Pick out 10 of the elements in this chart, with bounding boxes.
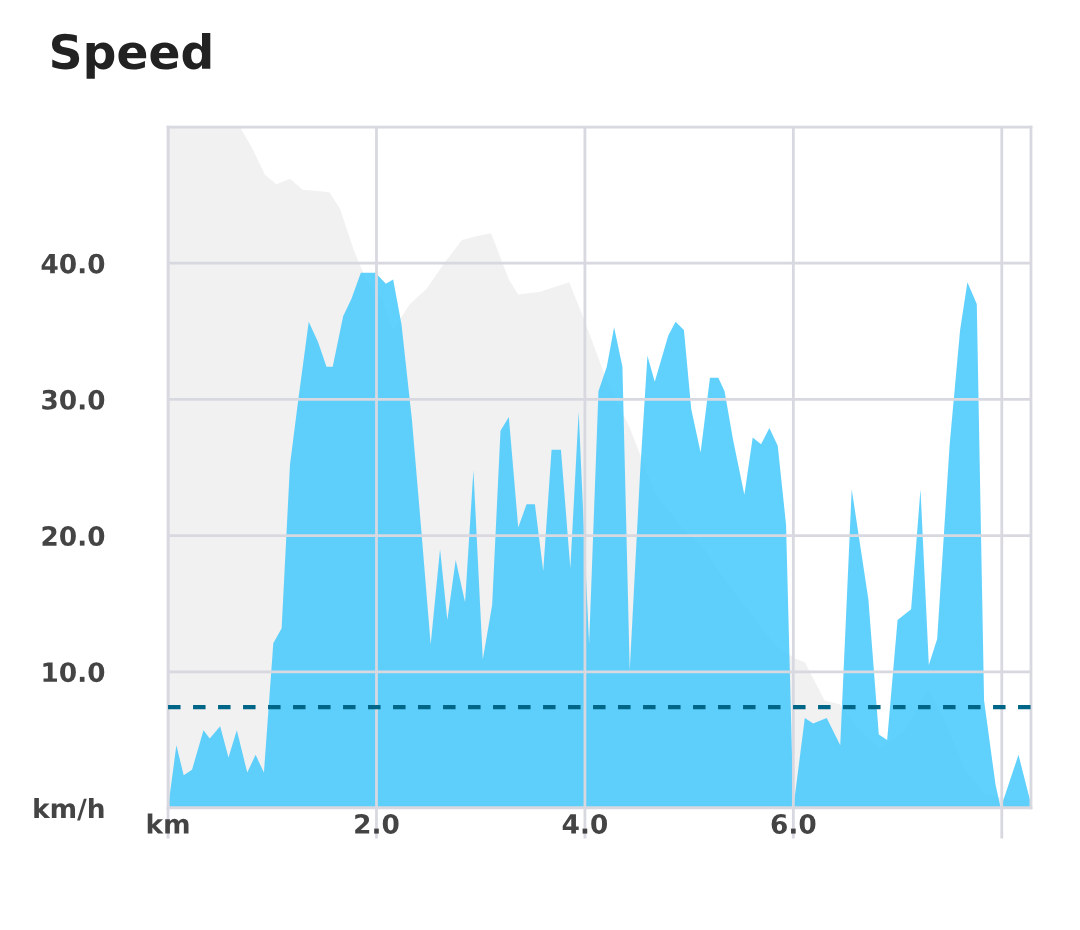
y-tick-label: 20.0 — [42, 526, 105, 547]
x-tick-label: km — [147, 813, 189, 834]
y-tick-label: 30.0 — [42, 389, 105, 410]
x-tick-label: 6.0 — [771, 814, 816, 834]
y-tick-label: 10.0 — [43, 662, 105, 683]
y-tick-label: km/h — [34, 797, 104, 821]
x-tick-label: 2.0 — [355, 814, 399, 834]
chart-title: Speed — [51, 32, 211, 79]
x-tick-label: 4.0 — [562, 814, 608, 834]
y-tick-label: 40.0 — [41, 253, 105, 274]
